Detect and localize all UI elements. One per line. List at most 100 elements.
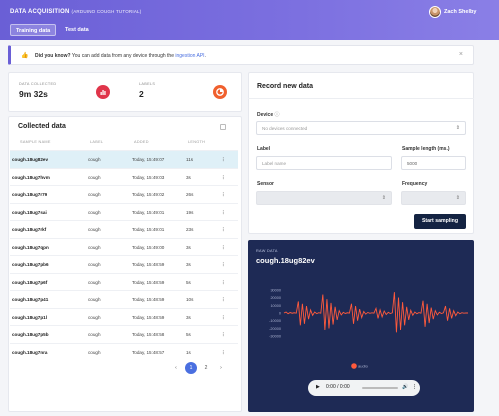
prev-page-button[interactable]: ‹ [175, 365, 177, 371]
row-menu-icon[interactable]: ⋮ [221, 297, 226, 302]
row-menu-icon[interactable]: ⋮ [221, 279, 226, 285]
table-row[interactable]: cough.18ug7nra cough Today, 15:48:57 1s ⋮ [10, 342, 238, 361]
raw-data-card: RAW DATA cough.18ug82ev 30000 20000 10000 0… [248, 240, 474, 412]
table-row[interactable]: cough.18ug7p41 cough Today, 15:48:59 10s ⋮ [10, 290, 238, 308]
sample-name-cell: cough.18ug7p5b [12, 332, 49, 337]
banner-lead: Did you know? [35, 53, 71, 59]
stats-card: DATA COLLECTED 9m 32s LABELS 2 [8, 72, 242, 112]
table-row[interactable]: cough.18ug82ev cough Today, 15:49:07 11s ⋮ [10, 150, 238, 168]
audio-time: 0:00 / 0:00 [326, 384, 350, 390]
table-row[interactable]: cough.18ug7pb6 cough Today, 15:48:59 3s ⋮ [10, 255, 238, 273]
added-cell: Today, 15:48:59 [132, 262, 165, 267]
column-header-sample-name[interactable]: SAMPLE NAME [20, 140, 51, 144]
row-menu-icon[interactable]: ⋮ [221, 262, 226, 267]
page-2-button[interactable]: 2 [204, 365, 208, 371]
table-row[interactable]: cough.18ug7p5b cough Today, 15:48:58 5s ⋮ [10, 325, 238, 343]
sample-name-cell: cough.18ug7hvm [12, 174, 50, 180]
table-row[interactable]: cough.18ug7rkf cough Today, 15:49:01 23s ⋮ [10, 220, 238, 238]
chevron-updown-icon: ⇕ [455, 195, 460, 201]
sample-name-cell: cough.18ug7nra [12, 349, 48, 355]
label-cell: cough [88, 297, 101, 302]
sample-length-input[interactable]: 5000 [401, 156, 466, 170]
y-tick-label: -30000 [269, 335, 281, 339]
more-options-icon[interactable]: ⋮ [412, 384, 417, 390]
user-name[interactable]: Zach Shelby [444, 9, 477, 15]
data-collected-value: 9m 32s [19, 89, 48, 99]
label-input[interactable]: Label name [256, 156, 392, 170]
sensor-label: Sensor [257, 181, 274, 187]
table-row[interactable]: cough.18ug7p6f cough Today, 15:48:59 5s ⋮ [10, 272, 238, 291]
audio-seek-bar[interactable] [362, 387, 398, 389]
row-menu-icon[interactable]: ⋮ [221, 157, 226, 162]
frequency-select[interactable]: ⇕ [401, 191, 466, 205]
audio-player: ▶ 0:00 / 0:00 🔊 ⋮ [308, 380, 420, 396]
length-cell: 11s [186, 157, 194, 162]
ingestion-api-link[interactable]: ingestion API [175, 53, 205, 59]
sample-name-cell: cough.18ug7r79 [12, 192, 48, 197]
y-tick-label: 30000 [270, 288, 281, 292]
table-row[interactable]: cough.18ug7qpn cough Today, 15:49:00 3s ⋮ [10, 237, 238, 256]
top-header: DATA ACQUISITION (ARDUINO COUGH TUTORIAL)… [0, 0, 499, 40]
page-1-button[interactable]: 1 [185, 362, 197, 374]
label-cell: cough [88, 157, 101, 162]
row-menu-icon[interactable]: ⋮ [221, 209, 226, 215]
length-cell: 19s [186, 209, 194, 215]
row-menu-icon[interactable]: ⋮ [221, 192, 226, 197]
legend-marker-audio[interactable] [351, 363, 357, 369]
record-new-data-title: Record new data [257, 83, 314, 90]
record-new-data-card [248, 72, 474, 234]
device-select[interactable]: No devices connected ⇕ [256, 121, 466, 135]
y-tick-label: 20000 [270, 296, 281, 300]
chart-icon [96, 85, 110, 99]
label-cell: cough [88, 174, 101, 180]
added-cell: Today, 15:49:01 [132, 227, 165, 232]
volume-icon[interactable]: 🔊 [402, 384, 409, 390]
added-cell: Today, 15:49:03 [132, 174, 165, 180]
chevron-updown-icon: ⇕ [381, 195, 386, 201]
sample-name-cell: cough.18ug7rkf [12, 227, 47, 232]
label-cell: cough [88, 332, 101, 337]
y-tick-label: 0 [279, 312, 281, 316]
next-page-button[interactable]: › [220, 365, 222, 371]
raw-data-kicker: RAW DATA [256, 249, 278, 253]
start-sampling-button[interactable]: Start sampling [414, 214, 466, 229]
label-cell: cough [88, 262, 101, 267]
added-cell: Today, 15:49:07 [132, 157, 165, 162]
label-cell: cough [88, 349, 101, 355]
row-menu-icon[interactable]: ⋮ [221, 332, 226, 337]
column-header-length[interactable]: LENGTH [188, 140, 206, 144]
help-icon: ⓘ [274, 112, 280, 118]
column-header-added[interactable]: ADDED [134, 140, 149, 144]
avatar[interactable] [429, 6, 441, 18]
row-menu-icon[interactable]: ⋮ [221, 349, 226, 355]
row-menu-icon[interactable]: ⋮ [221, 227, 226, 232]
added-cell: Today, 15:48:59 [132, 314, 165, 320]
label-cell: cough [88, 279, 101, 285]
length-cell: 23s [186, 227, 194, 232]
raw-data-chart: 30000 20000 10000 0 -10000 -20000 -30000 audio [269, 288, 469, 369]
sample-name-cell: cough.18ug7pb6 [12, 262, 49, 267]
y-tick-label: -10000 [269, 319, 281, 323]
close-icon[interactable]: × [458, 51, 463, 58]
tab-test-data[interactable]: Test data [65, 27, 89, 33]
column-header-label[interactable]: LABEL [90, 140, 104, 144]
tab-training-data[interactable]: Training data [10, 24, 57, 36]
added-cell: Today, 15:48:59 [132, 279, 165, 285]
labels-label: LABELS [139, 82, 156, 86]
thumbs-up-icon: 👍 [21, 53, 29, 59]
table-row[interactable]: cough.18ug7hvm cough Today, 15:49:03 3s ⋮ [10, 167, 238, 186]
frequency-label: Frequency [402, 181, 428, 187]
length-cell: 3s [186, 314, 191, 320]
select-all-checkbox[interactable] [220, 124, 226, 130]
play-icon[interactable]: ▶ [316, 384, 320, 390]
table-row[interactable]: cough.18ug7sai cough Today, 15:49:01 19s ⋮ [10, 202, 238, 221]
did-you-know-banner: 👍 Did you know? You can add data from an… [8, 45, 474, 65]
table-row[interactable]: cough.18ug7p1l cough Today, 15:48:59 3s ⋮ [10, 307, 238, 326]
length-cell: 10s [186, 297, 194, 302]
table-row[interactable]: cough.18ug7r79 cough Today, 15:49:02 26s ⋮ [10, 185, 238, 203]
row-menu-icon[interactable]: ⋮ [221, 174, 226, 180]
row-menu-icon[interactable]: ⋮ [221, 314, 226, 320]
sample-name-cell: cough.18ug7p1l [12, 314, 47, 320]
sensor-select[interactable]: ⇕ [256, 191, 392, 205]
row-menu-icon[interactable]: ⋮ [221, 244, 226, 250]
